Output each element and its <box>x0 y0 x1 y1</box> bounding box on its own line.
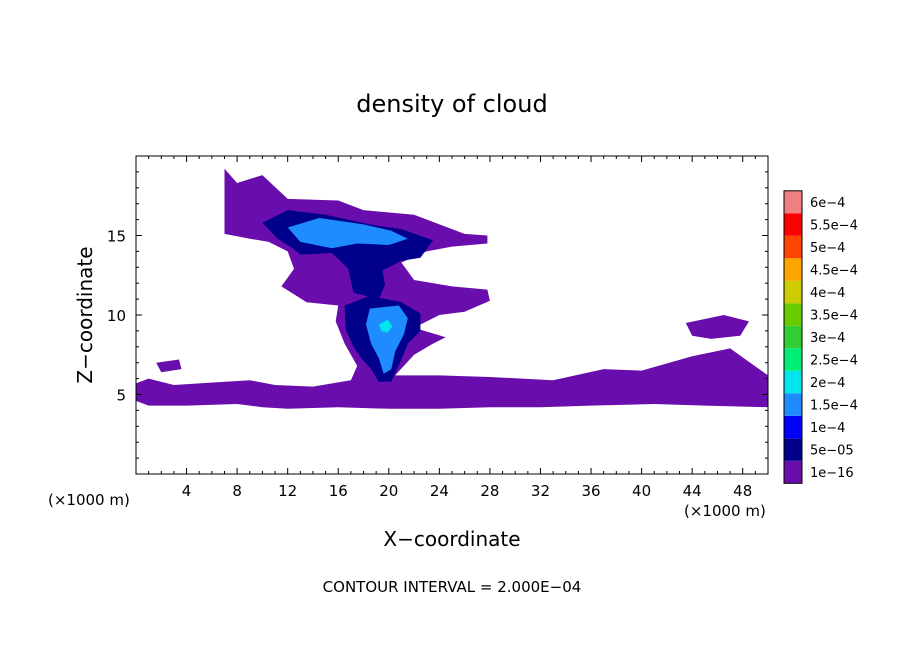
x-tick-label: 16 <box>329 482 348 500</box>
x-axis-label: X−coordinate <box>383 527 520 551</box>
y-tick-label: 10 <box>107 307 126 325</box>
density-region-6 <box>366 305 408 374</box>
x-unit-left: (×1000 m) <box>48 491 130 509</box>
colorbar-swatch <box>784 415 802 439</box>
colorbar-swatch <box>784 213 802 236</box>
colorbar-label: 5.5e−4 <box>810 219 858 234</box>
colorbar-swatch <box>784 348 802 371</box>
colorbar-swatch <box>784 190 802 214</box>
colorbar-swatch <box>784 370 802 394</box>
x-tick-label: 40 <box>632 482 651 500</box>
colorbar-label: 6e−4 <box>810 196 845 211</box>
density-regions <box>136 168 768 409</box>
colorbar: 1e−16 5e−05 1e−4 1.5e−4 2e−4 2.5e−4 3e−4 3.5e−4… <box>783 190 858 484</box>
x-tick-label: 8 <box>232 482 242 500</box>
colorbar-swatch <box>784 280 802 304</box>
y-tick-label: 5 <box>116 387 126 405</box>
colorbar-swatch <box>784 235 802 259</box>
x-unit-right: (×1000 m) <box>684 502 766 520</box>
colorbar-label: 2.5e−4 <box>810 354 858 369</box>
colorbar-swatch <box>784 258 802 281</box>
x-tick-label: 44 <box>683 482 702 500</box>
colorbar-label: 1e−4 <box>810 421 845 436</box>
colorbar-label: 4e−4 <box>810 286 845 301</box>
density-region-2 <box>685 315 749 339</box>
colorbar-swatch <box>784 460 802 484</box>
colorbar-label: 4.5e−4 <box>810 264 858 279</box>
x-tick-label: 48 <box>733 482 752 500</box>
x-tick-label: 20 <box>379 482 398 500</box>
y-axis-label: Z−coordinate <box>73 246 97 383</box>
density-region-5 <box>287 218 408 249</box>
x-tick-label: 24 <box>430 482 449 500</box>
colorbar-label: 3e−4 <box>810 331 845 346</box>
density-region-0 <box>136 168 768 409</box>
colorbar-swatch <box>784 303 802 326</box>
colorbar-frame <box>783 190 803 484</box>
chart-title: density of cloud <box>356 90 547 118</box>
x-tick-label: 4 <box>182 482 192 500</box>
y-tick-label: 15 <box>107 228 126 246</box>
colorbar-swatch <box>784 393 802 416</box>
x-tick-label: 32 <box>531 482 550 500</box>
colorbar-label: 3.5e−4 <box>810 309 858 324</box>
x-tick-label: 36 <box>581 482 600 500</box>
colorbar-label: 1.5e−4 <box>810 399 858 414</box>
colorbar-label: 2e−4 <box>810 376 845 391</box>
density-region-1 <box>156 359 182 373</box>
colorbar-label: 1e−16 <box>810 466 854 481</box>
density-region-7 <box>378 319 393 333</box>
x-tick-label: 28 <box>480 482 499 500</box>
colorbar-label: 5e−4 <box>810 241 845 256</box>
x-tick-label: 12 <box>278 482 297 500</box>
contour-interval-note: CONTOUR INTERVAL = 2.000E−04 <box>323 578 582 596</box>
colorbar-label: 5e−05 <box>810 444 854 459</box>
colorbar-swatch <box>784 325 802 349</box>
colorbar-swatch <box>784 438 802 461</box>
